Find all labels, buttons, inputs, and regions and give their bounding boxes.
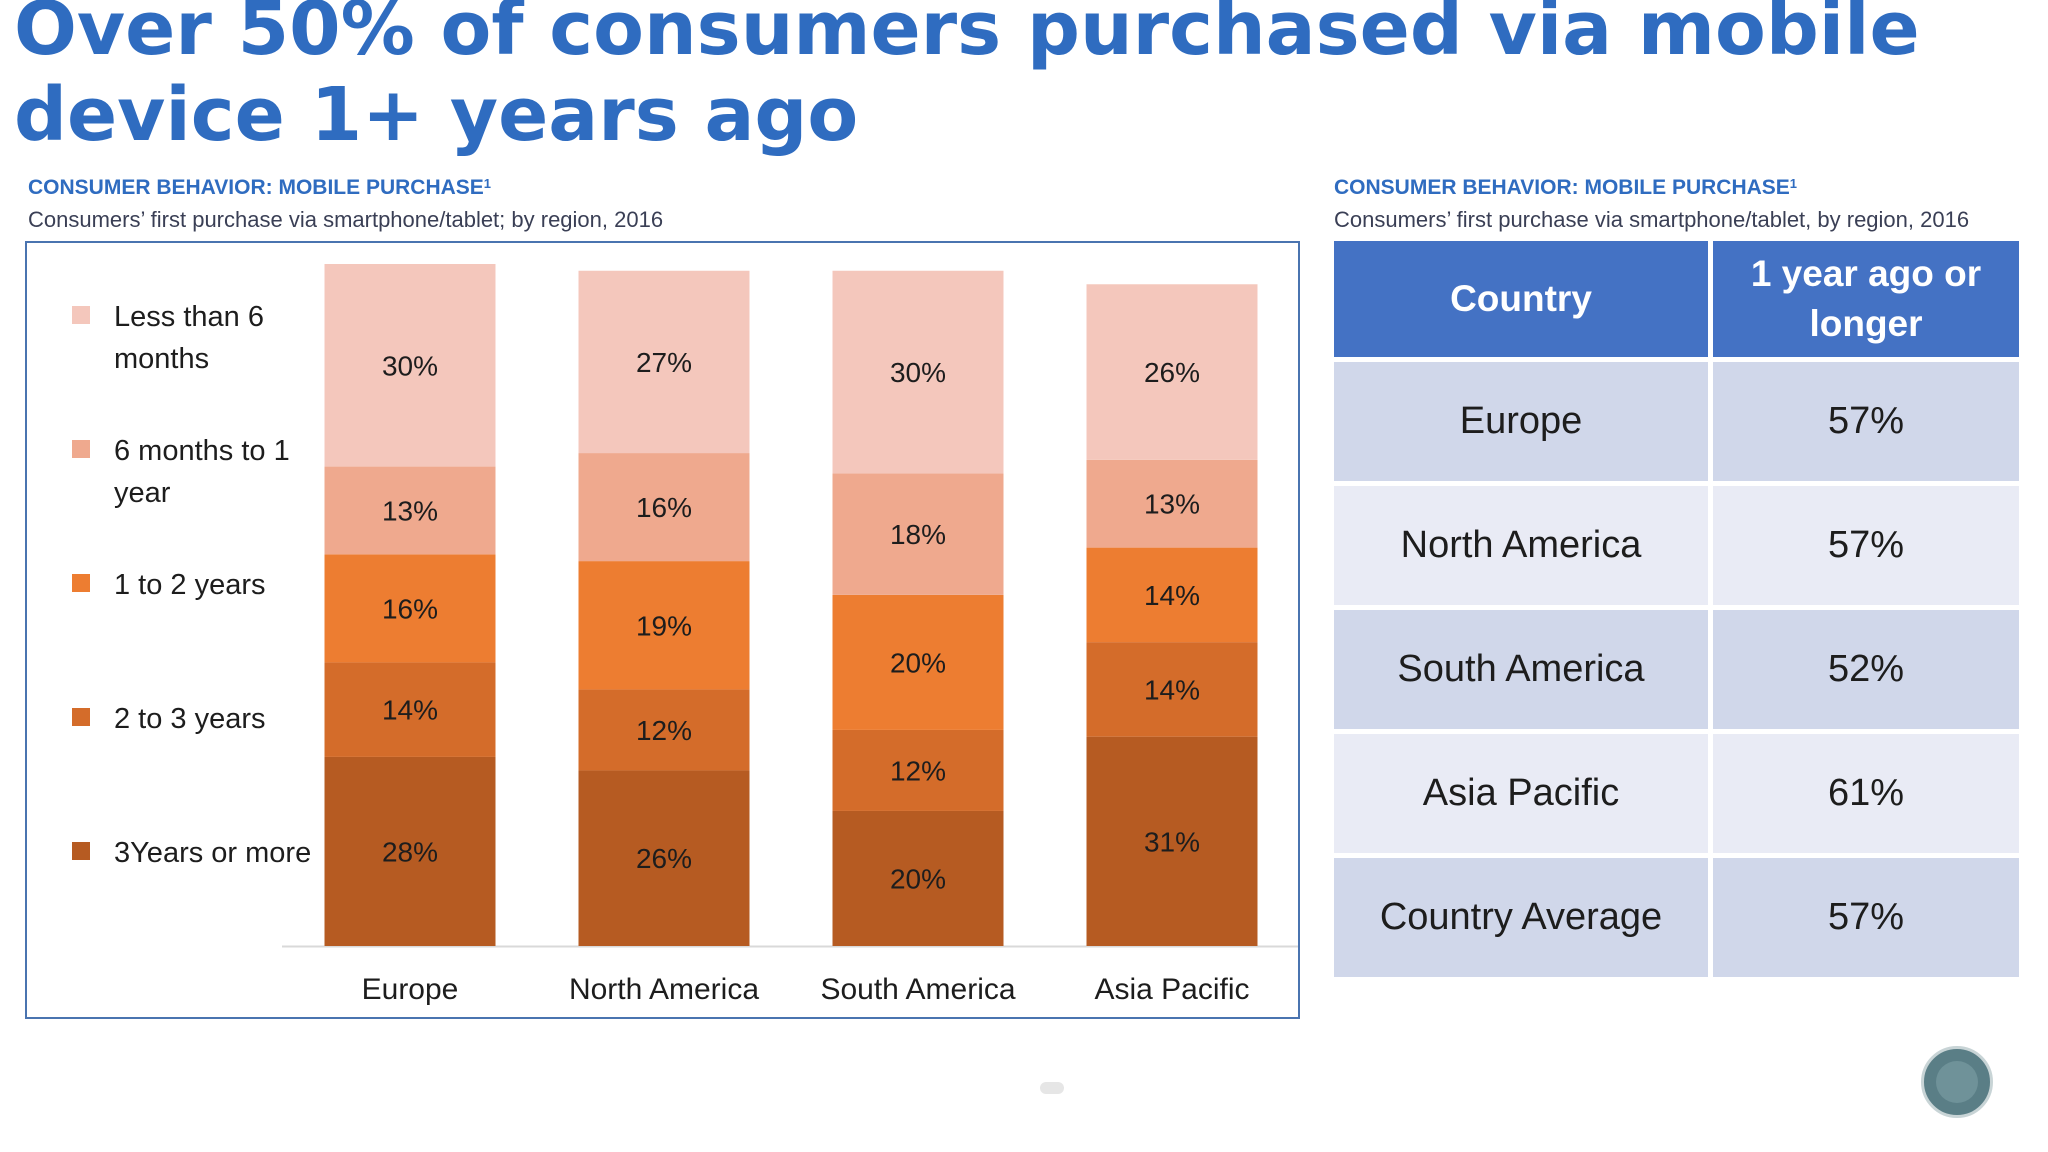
data-label: 13% [382, 495, 438, 526]
bar-segment [832, 594, 1004, 730]
data-label: 30% [890, 357, 946, 388]
bar-segment [1086, 284, 1258, 460]
bar-segment [324, 466, 496, 555]
data-label: 13% [1144, 489, 1200, 520]
data-label: 16% [382, 593, 438, 624]
x-tick-label: North America [569, 973, 759, 1006]
bar-segment [578, 770, 750, 946]
bar-segment [324, 554, 496, 663]
data-label: 14% [1144, 580, 1200, 611]
table-row: Asia Pacific 61% [1334, 734, 2019, 853]
bar-segment [1086, 547, 1258, 643]
legend-swatch [72, 574, 90, 592]
bar-segment [324, 662, 496, 757]
table-subheading: Consumers’ first purchase via smartphone… [1334, 207, 1970, 232]
table-cell-country: North America [1334, 486, 1708, 605]
table-header-country: Country [1334, 241, 1708, 357]
data-label: 26% [1144, 357, 1200, 388]
table-row: North America 57% [1334, 486, 2019, 605]
legend-label: 2 to 3 years [114, 703, 266, 735]
table-row: Europe 57% [1334, 362, 2019, 481]
bar-segment [1086, 736, 1258, 946]
data-label: 28% [382, 836, 438, 867]
table-cell-value: 52% [1713, 610, 2019, 729]
x-tick-label: Asia Pacific [1094, 973, 1249, 1006]
data-label: 26% [636, 843, 692, 874]
legend-swatch [72, 842, 90, 860]
data-label: 20% [890, 647, 946, 678]
legend-label: 3Years or more [114, 837, 312, 869]
data-label: 16% [636, 492, 692, 523]
bar-segment [578, 453, 750, 562]
data-label: 14% [382, 695, 438, 726]
legend-swatch [72, 440, 90, 458]
bar-segment [324, 756, 496, 946]
legend-label: 6 months to 1 year [114, 435, 290, 509]
table-cell-country: Asia Pacific [1334, 734, 1708, 853]
bar-segment [832, 473, 1004, 595]
bar-segment [324, 264, 496, 467]
table-row: Country Average 57% [1334, 858, 2019, 977]
data-label: 20% [890, 863, 946, 894]
table-cell-value: 57% [1713, 858, 2019, 977]
logo-badge-icon [1921, 1046, 1993, 1118]
bar-segment [578, 689, 750, 771]
data-label: 27% [636, 347, 692, 378]
slide-title: Over 50% of consumers purchased via mobi… [14, 0, 1920, 158]
table-header-value: 1 year ago or longer [1713, 241, 2019, 357]
table-cell-value: 57% [1713, 362, 2019, 481]
table-cell-country: South America [1334, 610, 1708, 729]
data-label: 31% [1144, 826, 1200, 857]
chart-subheading: Consumers’ first purchase via smartphone… [28, 207, 664, 232]
table-row: South America 52% [1334, 610, 2019, 729]
bar-segment [832, 810, 1004, 946]
table-cell-value: 57% [1713, 486, 2019, 605]
table-cell-country: Country Average [1334, 858, 1708, 977]
table-cell-value: 61% [1713, 734, 2019, 853]
bar-segment [578, 561, 750, 690]
stacked-bar-chart: 28% 14% 16% 13% 30% Europe 26% 12% 19% 16% 27% Nort… [282, 264, 1298, 1006]
table-heading-footnote: 1 [1789, 176, 1798, 191]
data-label: 30% [382, 350, 438, 381]
logo-badge-inner [1936, 1061, 1978, 1103]
data-label: 14% [1144, 674, 1200, 705]
data-label: 12% [636, 715, 692, 746]
chart-heading-footnote: 1 [483, 176, 492, 191]
table-heading: CONSUMER BEHAVIOR: MOBILE PURCHASE1 [1334, 176, 1797, 200]
x-tick-label: South America [820, 973, 1015, 1006]
chart-heading-text: CONSUMER BEHAVIOR: MOBILE PURCHASE [28, 176, 484, 199]
bar-segment [832, 270, 1004, 474]
table-heading-text: CONSUMER BEHAVIOR: MOBILE PURCHASE [1334, 176, 1790, 199]
bar-segment [832, 729, 1004, 811]
legend-label: 1 to 2 years [114, 569, 266, 601]
table-cell-country: Europe [1334, 362, 1708, 481]
bar-segment [1086, 459, 1258, 548]
chart-frame: Less than 6 months 6 months to 1 year 1 to… [25, 241, 1300, 1019]
bar-segment [1086, 642, 1258, 737]
chart-heading: CONSUMER BEHAVIOR: MOBILE PURCHASE1 [28, 176, 491, 200]
slide-dot-decoration [1040, 1082, 1064, 1094]
legend-swatch [72, 306, 90, 324]
legend-label: Less than 6 months [114, 301, 264, 375]
x-tick-label: Europe [362, 973, 459, 1006]
data-label: 18% [890, 519, 946, 550]
data-label: 19% [636, 610, 692, 641]
table-header-row: Country 1 year ago or longer [1334, 241, 2019, 357]
bar-segment [578, 270, 750, 454]
purchase-table: Country 1 year ago or longer Europe 57% … [1329, 236, 2024, 982]
data-label: 12% [890, 755, 946, 786]
legend-swatch [72, 708, 90, 726]
